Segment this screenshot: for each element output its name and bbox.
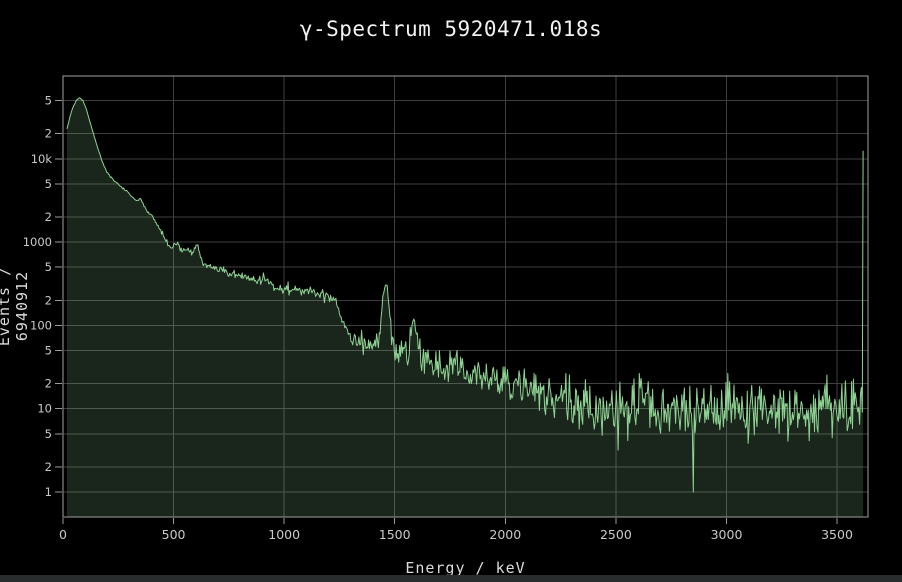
y-tick-label: 5 (45, 427, 52, 441)
spectrum-fill (67, 97, 864, 518)
y-tick-label: 1000 (23, 235, 52, 249)
y-axis-label: Events / 6940912 (0, 266, 31, 347)
x-tick-label: 1500 (379, 527, 411, 542)
y-tick-label: 10 (37, 402, 52, 416)
y-tick-label: 2 (45, 377, 52, 391)
y-tick-label: 2 (45, 127, 52, 141)
x-tick-label: 2000 (489, 527, 521, 542)
axis-ticks (55, 100, 838, 524)
y-tick-label: 10k (31, 152, 53, 166)
y-tick-label: 5 (45, 260, 52, 274)
y-tick-label: 2 (45, 293, 52, 307)
y-tick-label: 2 (45, 210, 52, 224)
y-tick-label: 2 (45, 460, 52, 474)
x-tick-label: 500 (162, 527, 186, 542)
x-axis-label: Energy / keV (405, 559, 526, 577)
y-tick-label: 100 (30, 318, 52, 332)
grid-lines (62, 76, 868, 517)
axis-tick-labels: 0 500 1000 1500 2000 2500 3000 3500 5 2 10k 5 2 1000 5… (23, 94, 853, 542)
x-tick-label: 1000 (268, 527, 300, 542)
y-tick-label: 5 (45, 344, 52, 358)
spectrum-line (66, 97, 864, 493)
y-tick-label: 1 (45, 485, 52, 499)
x-tick-label: 0 (59, 527, 67, 542)
x-tick-label: 3500 (821, 527, 853, 542)
y-tick-label: 5 (45, 94, 52, 108)
y-tick-label: 5 (45, 177, 52, 191)
chart-title: γ-Spectrum 5920471.018s (299, 17, 603, 41)
x-tick-label: 3000 (711, 527, 743, 542)
x-tick-label: 2500 (600, 527, 632, 542)
window-bottom-edge (0, 575, 902, 582)
plot-border (62, 75, 869, 518)
